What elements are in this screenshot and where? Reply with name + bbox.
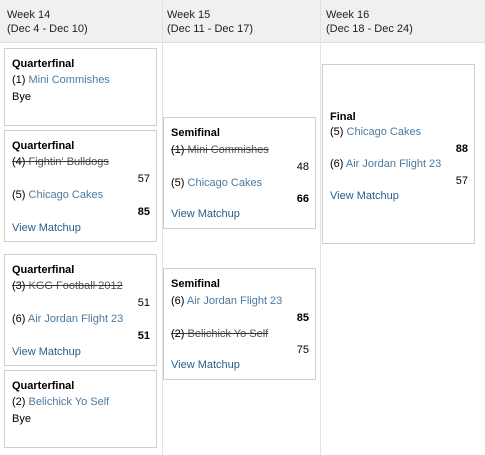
team-score-winner: 88 xyxy=(455,143,468,155)
view-matchup-link[interactable]: View Matchup xyxy=(171,208,240,220)
card-title: Quarterfinal xyxy=(12,380,75,392)
week-label: Week 16 xyxy=(326,9,370,21)
week-16-header: Week 16 (Dec 18 - Dec 24) xyxy=(326,8,413,36)
final-card: Final (5) Chicago Cakes 88 (6) Air Jorda… xyxy=(322,64,475,244)
team-score: 75 xyxy=(296,344,309,356)
team-seed: (5) xyxy=(12,189,26,201)
team-seed: (1) xyxy=(171,144,185,156)
team-score-winner: 85 xyxy=(137,206,150,218)
team-seed: (3) xyxy=(12,280,26,292)
team-seed: (2) xyxy=(171,328,185,340)
team-score: 57 xyxy=(137,173,150,185)
card-title: Semifinal xyxy=(171,127,220,139)
team-entry: (2) Belichick Yo Self xyxy=(12,396,109,408)
team-seed: (4) xyxy=(12,156,26,168)
week-15-header: Week 15 (Dec 11 - Dec 17) xyxy=(167,8,253,36)
column-divider xyxy=(320,0,321,455)
team-entry: (6) Air Jordan Flight 23 xyxy=(330,158,441,170)
team-entry-eliminated: (3) KGG Football 2012 xyxy=(12,280,123,292)
team-entry-eliminated: (1) Mini Commishes xyxy=(171,144,269,156)
team-link[interactable]: Air Jordan Flight 23 xyxy=(27,313,124,325)
team-entry: (5) Chicago Cakes xyxy=(171,177,262,189)
team-score-winner: 85 xyxy=(296,312,309,324)
team-entry: (1) Mini Commishes xyxy=(12,74,110,86)
quarterfinal-card-4: Quarterfinal (2) Belichick Yo Self Bye xyxy=(4,370,157,448)
team-seed: (5) xyxy=(330,126,344,138)
week-range: (Dec 11 - Dec 17) xyxy=(167,23,253,35)
team-entry: (5) Chicago Cakes xyxy=(12,189,103,201)
team-score-winner: 66 xyxy=(296,193,309,205)
team-link[interactable]: Belichick Yo Self xyxy=(187,328,269,340)
week-label: Week 15 xyxy=(167,9,211,21)
week-14-header: Week 14 (Dec 4 - Dec 10) xyxy=(7,8,88,36)
semifinal-card-1: Semifinal (1) Mini Commishes 48 (5) Chic… xyxy=(163,117,316,229)
team-link[interactable]: Air Jordan Flight 23 xyxy=(345,158,442,170)
card-title: Quarterfinal xyxy=(12,264,75,276)
team-entry-eliminated: (2) Belichick Yo Self xyxy=(171,328,268,340)
team-link[interactable]: Mini Commishes xyxy=(28,74,110,86)
card-title: Semifinal xyxy=(171,278,220,290)
view-matchup-link[interactable]: View Matchup xyxy=(12,222,81,234)
quarterfinal-card-3: Quarterfinal (3) KGG Football 2012 51 (6… xyxy=(4,254,157,366)
team-link[interactable]: KGG Football 2012 xyxy=(28,280,123,292)
team-link[interactable]: Chicago Cakes xyxy=(28,189,104,201)
bracket-header: Week 14 (Dec 4 - Dec 10) Week 15 (Dec 11… xyxy=(0,0,485,43)
bye-label: Bye xyxy=(12,91,31,103)
team-link[interactable]: Chicago Cakes xyxy=(346,126,422,138)
card-title: Quarterfinal xyxy=(12,58,75,70)
team-link[interactable]: Mini Commishes xyxy=(187,144,269,156)
team-entry: (5) Chicago Cakes xyxy=(330,126,421,138)
team-seed: (6) xyxy=(12,313,26,325)
team-score: 57 xyxy=(455,175,468,187)
team-link[interactable]: Chicago Cakes xyxy=(187,177,263,189)
team-entry: (6) Air Jordan Flight 23 xyxy=(171,295,282,307)
column-divider xyxy=(162,0,163,455)
week-range: (Dec 18 - Dec 24) xyxy=(326,23,413,35)
quarterfinal-card-1: Quarterfinal (1) Mini Commishes Bye xyxy=(4,48,157,126)
card-title: Quarterfinal xyxy=(12,140,75,152)
team-score: 48 xyxy=(296,161,309,173)
view-matchup-link[interactable]: View Matchup xyxy=(171,359,240,371)
team-link[interactable]: Belichick Yo Self xyxy=(28,396,110,408)
team-seed: (5) xyxy=(171,177,185,189)
team-entry: (6) Air Jordan Flight 23 xyxy=(12,313,123,325)
team-score: 51 xyxy=(137,297,150,309)
week-range: (Dec 4 - Dec 10) xyxy=(7,23,88,35)
team-seed: (2) xyxy=(12,396,26,408)
bye-label: Bye xyxy=(12,413,31,425)
view-matchup-link[interactable]: View Matchup xyxy=(330,190,399,202)
card-title: Final xyxy=(330,111,356,123)
view-matchup-link[interactable]: View Matchup xyxy=(12,346,81,358)
week-label: Week 14 xyxy=(7,9,51,21)
semifinal-card-2: Semifinal (6) Air Jordan Flight 23 85 (2… xyxy=(163,268,316,380)
team-seed: (6) xyxy=(171,295,185,307)
team-link[interactable]: Fightin' Bulldogs xyxy=(28,156,109,168)
quarterfinal-card-2: Quarterfinal (4) Fightin' Bulldogs 57 (5… xyxy=(4,130,157,242)
team-seed: (1) xyxy=(12,74,26,86)
team-seed: (6) xyxy=(330,158,344,170)
team-link[interactable]: Air Jordan Flight 23 xyxy=(186,295,283,307)
team-score-winner: 51 xyxy=(137,330,150,342)
team-entry-eliminated: (4) Fightin' Bulldogs xyxy=(12,156,109,168)
